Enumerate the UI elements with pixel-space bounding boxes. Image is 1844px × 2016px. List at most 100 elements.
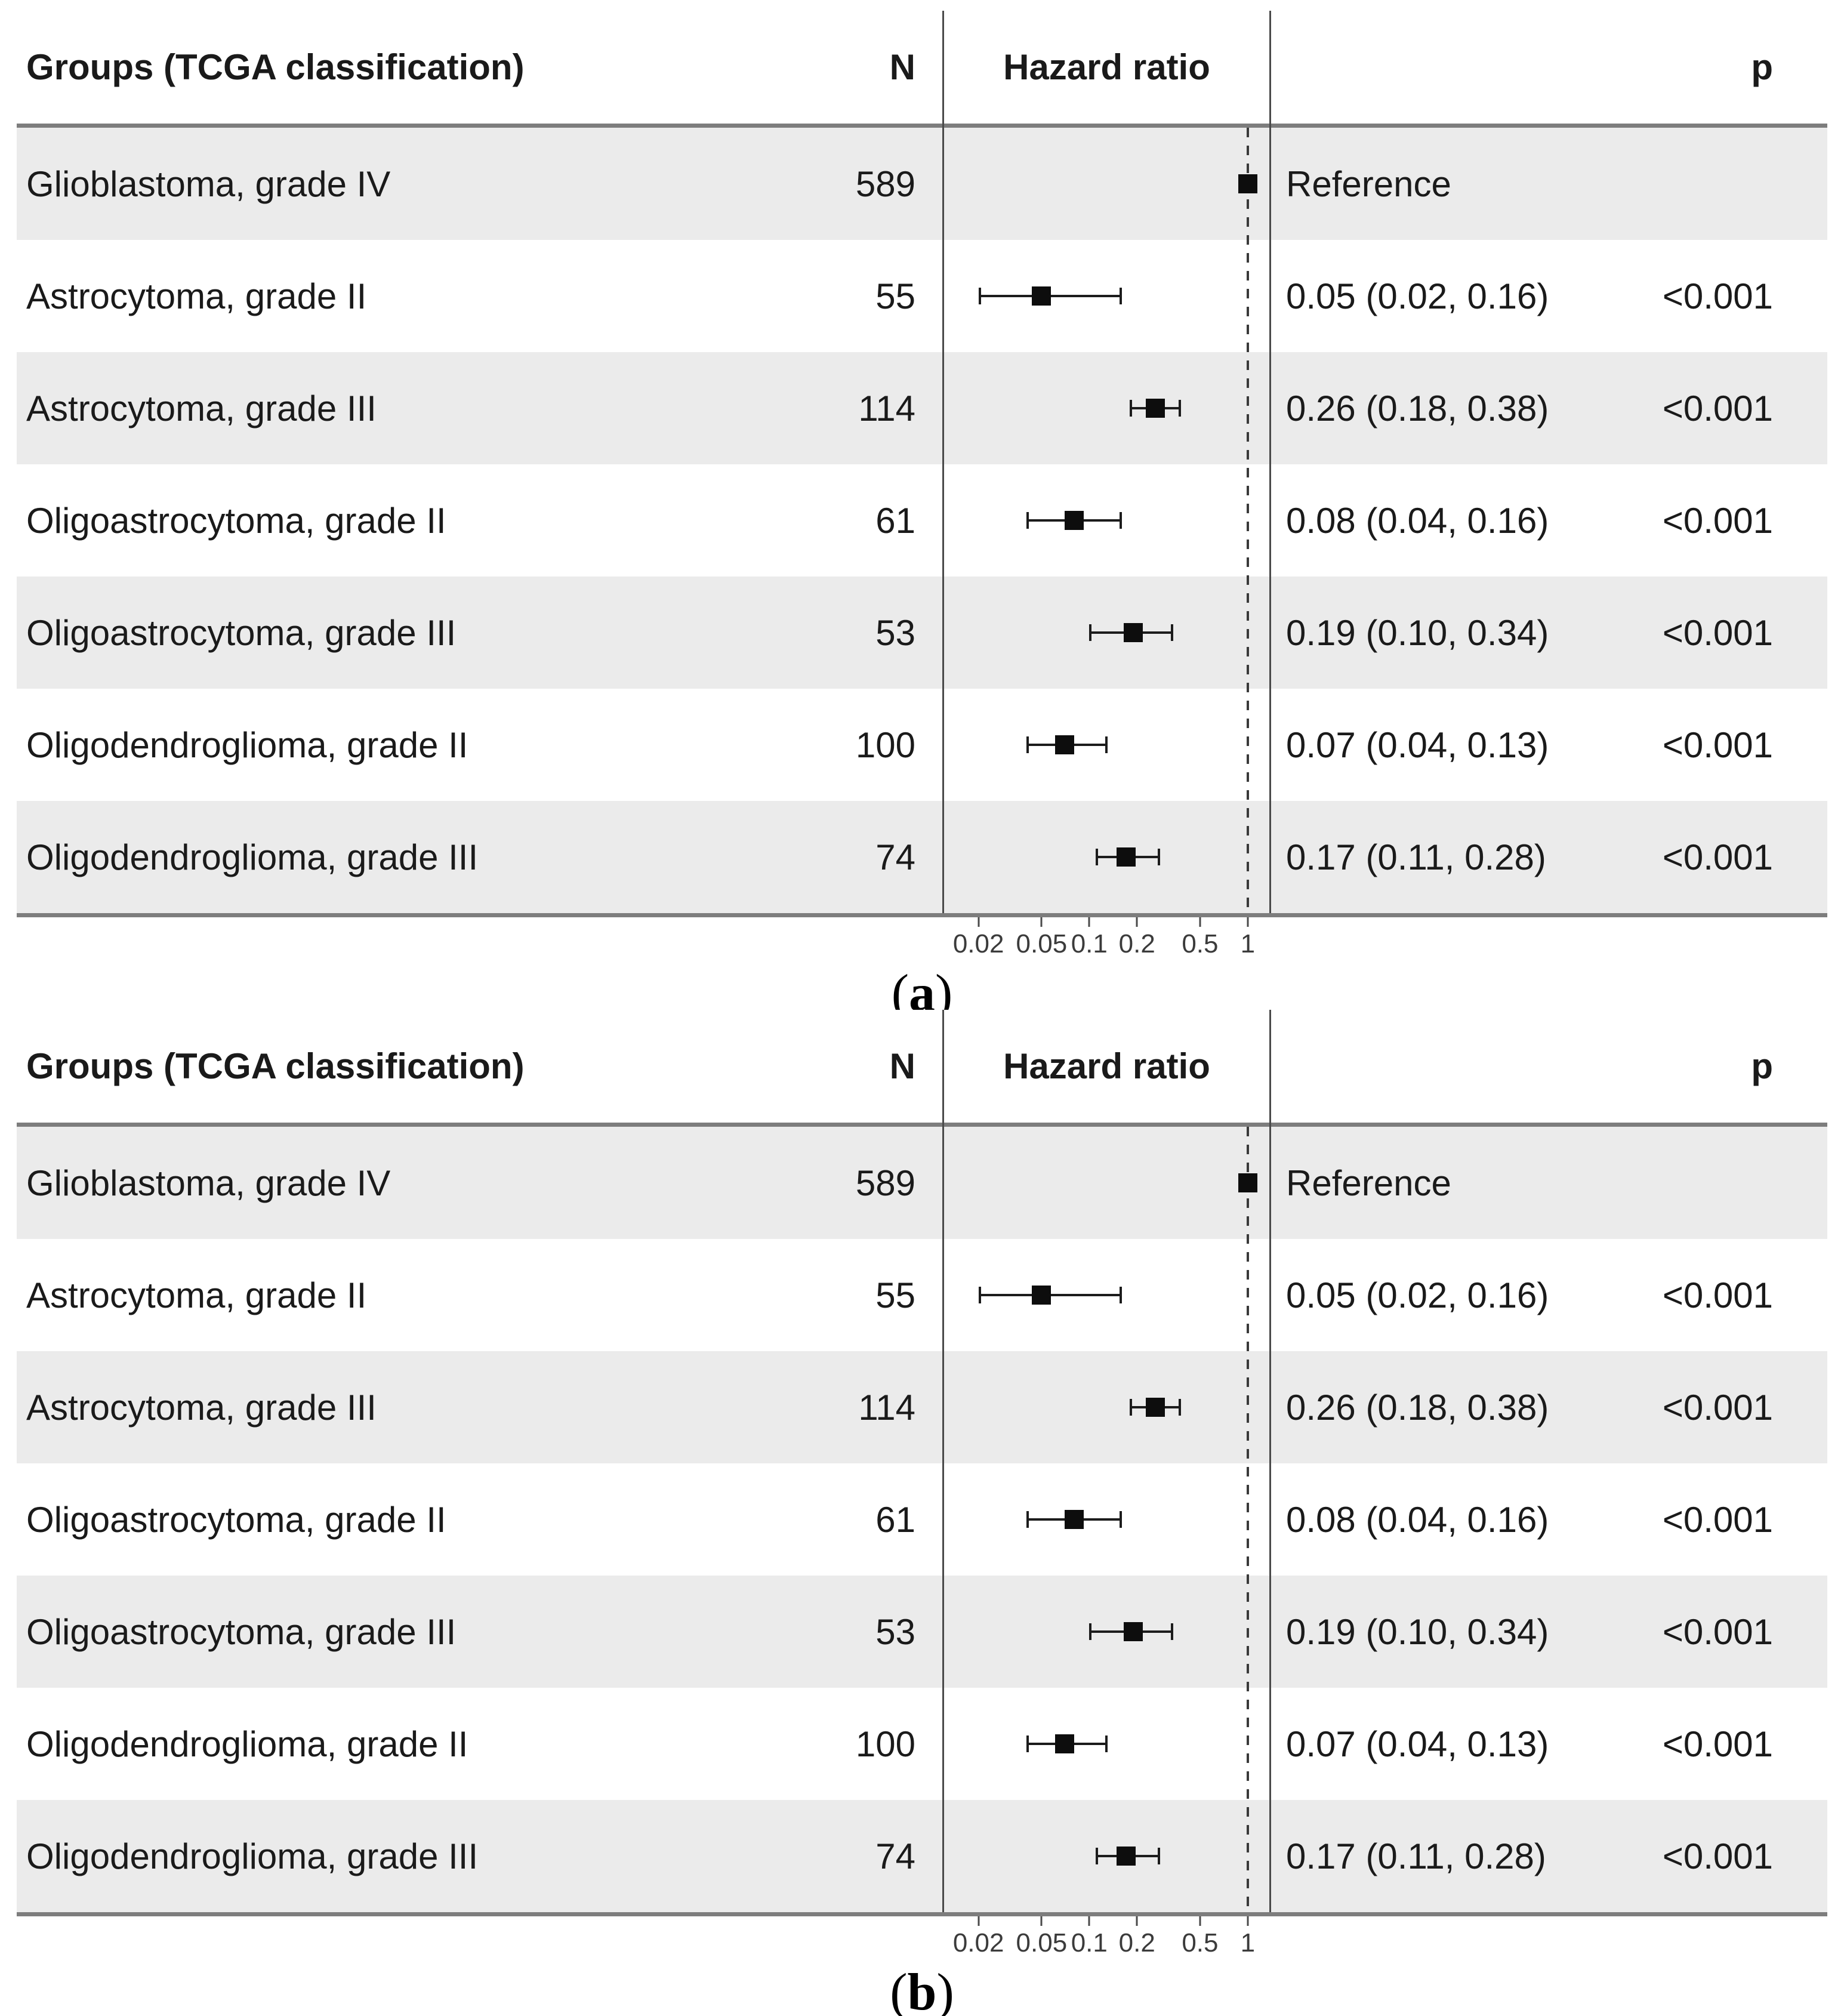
- ci-cap-high: [1119, 1511, 1122, 1528]
- reference-line-dashed: [1247, 1127, 1249, 1912]
- axis-tick: [1088, 917, 1090, 927]
- group-cell: Glioblastoma, grade IV: [26, 1163, 391, 1203]
- forest-panel-b: Groups (TCGA classification) N Hazard rati…: [17, 1010, 1827, 2016]
- table-row: Oligodendroglioma, grade II 100 0.07 (0.04…: [17, 689, 1827, 801]
- ci-cap-low: [1026, 736, 1029, 753]
- axis-tick: [1136, 1916, 1138, 1926]
- n-cell: 100: [855, 1724, 915, 1764]
- ci-cap-low: [1096, 849, 1099, 865]
- group-cell: Oligodendroglioma, grade III: [26, 1836, 479, 1876]
- hr-marker: [1032, 1286, 1051, 1305]
- n-cell: 100: [855, 725, 915, 765]
- axis-tick-label: 0.05: [1016, 929, 1068, 958]
- p-cell: <0.001: [1662, 1387, 1773, 1428]
- estimate-cell: Reference: [1286, 1163, 1451, 1203]
- header-row: Groups (TCGA classification) N Hazard rati…: [17, 11, 1827, 124]
- axis-tick: [1247, 1916, 1249, 1926]
- estimate-cell: 0.19 (0.10, 0.34): [1286, 1611, 1549, 1652]
- p-cell: <0.001: [1662, 1275, 1773, 1315]
- axis-tick-label: 0.2: [1118, 929, 1155, 958]
- axis-tick-label: 0.5: [1182, 1928, 1219, 1958]
- panel-label-letter: b: [907, 1963, 937, 2016]
- hazard-ratio-axis: 0.02 0.05 0.1 0.2 0.5 1: [17, 917, 1827, 960]
- hr-marker: [1116, 847, 1136, 867]
- reference-marker: [1238, 1173, 1257, 1192]
- group-cell: Oligoastrocytoma, grade II: [26, 500, 446, 541]
- header-bottom-rule: [17, 1123, 1827, 1127]
- hr-marker: [1124, 1622, 1143, 1641]
- table-row: Astrocytoma, grade II 55 0.05 (0.02, 0.16)…: [17, 1239, 1827, 1351]
- hazard-plot-cell: [942, 1351, 1271, 1463]
- ci-cap-low: [978, 288, 981, 304]
- ci-cap-high: [1119, 288, 1122, 304]
- hr-marker: [1145, 1398, 1165, 1417]
- estimate-cell: 0.05 (0.02, 0.16): [1286, 276, 1549, 316]
- column-header-n: N: [889, 47, 915, 87]
- ci-cap-low: [978, 1287, 981, 1303]
- column-header-p: p: [1751, 47, 1773, 87]
- table-row: Astrocytoma, grade III 114 0.26 (0.18, 0.3…: [17, 1351, 1827, 1463]
- n-cell: 114: [858, 1387, 915, 1428]
- group-cell: Astrocytoma, grade III: [26, 1387, 377, 1428]
- ci-cap-low: [1026, 512, 1029, 529]
- hazard-plot-cell: [942, 1239, 1271, 1351]
- hazard-plot-cell: [942, 1688, 1271, 1800]
- hazard-plot-cell: [942, 464, 1271, 577]
- axis-tick-label: 0.2: [1118, 1928, 1155, 1958]
- column-header-estimate-spacer: [1271, 1010, 1569, 1123]
- group-cell: Oligodendroglioma, grade III: [26, 837, 479, 877]
- hr-marker: [1055, 1734, 1075, 1753]
- ci-cap-high: [1179, 400, 1182, 417]
- plot-right-rule: [1269, 11, 1271, 913]
- table-row: Oligodendroglioma, grade III 74 0.17 (0.11…: [17, 1800, 1827, 1912]
- ci-cap-high: [1158, 1848, 1161, 1864]
- column-header-hazard-ratio: Hazard ratio: [1003, 1046, 1210, 1086]
- panel-label-paren-open: (: [890, 1963, 908, 2016]
- forest-table: Groups (TCGA classification) N Hazard rati…: [17, 11, 1827, 917]
- hazard-plot-cell: [942, 801, 1271, 913]
- axis-tick: [1136, 917, 1138, 927]
- n-cell: 53: [875, 1611, 915, 1652]
- p-cell: <0.001: [1662, 500, 1773, 541]
- estimate-cell: 0.26 (0.18, 0.38): [1286, 1387, 1549, 1428]
- column-header-hazard-ratio: Hazard ratio: [1003, 47, 1210, 87]
- p-cell: <0.001: [1662, 725, 1773, 765]
- hazard-plot-cell: [942, 1800, 1271, 1912]
- ci-cap-low: [1089, 624, 1092, 641]
- group-cell: Oligoastrocytoma, grade III: [26, 612, 457, 653]
- ci-cap-high: [1119, 1287, 1122, 1303]
- hr-marker: [1055, 735, 1075, 754]
- column-header-groups: Groups (TCGA classification): [26, 47, 525, 87]
- group-cell: Glioblastoma, grade IV: [26, 164, 391, 204]
- n-cell: 61: [875, 1499, 915, 1540]
- estimate-cell: 0.08 (0.04, 0.16): [1286, 500, 1549, 541]
- n-cell: 589: [855, 1163, 915, 1203]
- plot-left-rule: [942, 1010, 944, 1912]
- axis-tick-label: 0.05: [1016, 1928, 1068, 1958]
- axis-tick: [1040, 1916, 1043, 1926]
- plot-right-rule: [1269, 1010, 1271, 1912]
- estimate-cell: 0.26 (0.18, 0.38): [1286, 388, 1549, 429]
- axis-tick: [1088, 1916, 1090, 1926]
- table-row: Astrocytoma, grade III 114 0.26 (0.18, 0.3…: [17, 352, 1827, 464]
- hazard-ratio-axis: 0.02 0.05 0.1 0.2 0.5 1: [17, 1916, 1827, 1959]
- p-cell: <0.001: [1662, 1836, 1773, 1876]
- n-cell: 74: [875, 837, 915, 877]
- estimate-cell: 0.19 (0.10, 0.34): [1286, 612, 1549, 653]
- hr-marker: [1116, 1847, 1136, 1866]
- estimate-cell: 0.07 (0.04, 0.13): [1286, 725, 1549, 765]
- ci-cap-high: [1158, 849, 1161, 865]
- panel-label: (b): [17, 1964, 1827, 2016]
- estimate-cell: 0.17 (0.11, 0.28): [1286, 837, 1546, 877]
- panel-label-paren-close: ): [936, 1963, 954, 2016]
- p-cell: [1569, 128, 1827, 240]
- p-cell: <0.001: [1662, 388, 1773, 429]
- ci-cap-low: [1130, 400, 1133, 417]
- group-cell: Astrocytoma, grade III: [26, 388, 377, 429]
- column-header-n: N: [889, 1046, 915, 1086]
- table-row: Oligoastrocytoma, grade III 53 0.19 (0.10,…: [17, 577, 1827, 689]
- hazard-plot-cell: [942, 352, 1271, 464]
- reference-line-dashed: [1247, 128, 1249, 913]
- column-header-groups: Groups (TCGA classification): [26, 1046, 525, 1086]
- estimate-cell: 0.07 (0.04, 0.13): [1286, 1724, 1549, 1764]
